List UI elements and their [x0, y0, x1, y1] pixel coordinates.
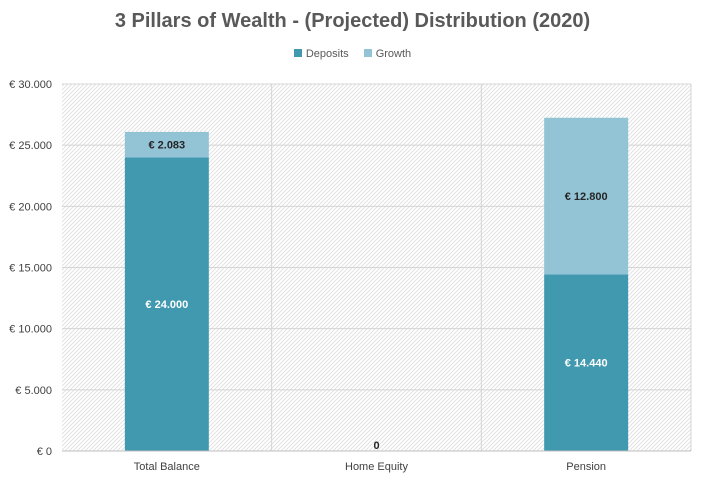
- y-tick-label: € 10.000: [9, 324, 52, 336]
- chart-legend: Deposits Growth: [0, 48, 705, 60]
- y-tick-label: € 5.000: [15, 385, 52, 397]
- legend-label-growth: Growth: [375, 48, 412, 60]
- y-tick-label: € 0: [37, 446, 52, 458]
- bar-growth-2: [544, 117, 629, 275]
- legend-swatch-growth: [363, 49, 372, 57]
- legend-item-growth: Growth: [363, 48, 412, 60]
- bar-deposits-0: [124, 157, 209, 451]
- y-tick-label: € 30.000: [9, 79, 52, 91]
- legend-swatch-deposits: [293, 49, 302, 57]
- y-tick-label: € 20.000: [9, 201, 52, 213]
- bar-growth-0: [124, 131, 209, 158]
- x-tick-label: Total Balance: [134, 461, 200, 473]
- bar-deposits-2: [544, 274, 629, 451]
- y-tick-label: € 15.000: [9, 263, 52, 275]
- y-tick-label: € 25.000: [9, 140, 52, 152]
- data-label-deposits-1: 0: [373, 440, 379, 452]
- x-tick-label: Home Equity: [345, 461, 408, 473]
- legend-label-deposits: Deposits: [305, 48, 349, 60]
- legend-item-deposits: Deposits: [293, 48, 349, 60]
- x-tick-label: Pension: [566, 461, 606, 473]
- chart-title: 3 Pillars of Wealth - (Projected) Distri…: [114, 10, 591, 32]
- data-label-growth-2: € 12.800: [565, 191, 608, 203]
- data-label-deposits-2: € 14.440: [565, 358, 608, 370]
- data-label-growth-0: € 2.083: [148, 140, 185, 152]
- data-label-deposits-0: € 24.000: [145, 299, 188, 311]
